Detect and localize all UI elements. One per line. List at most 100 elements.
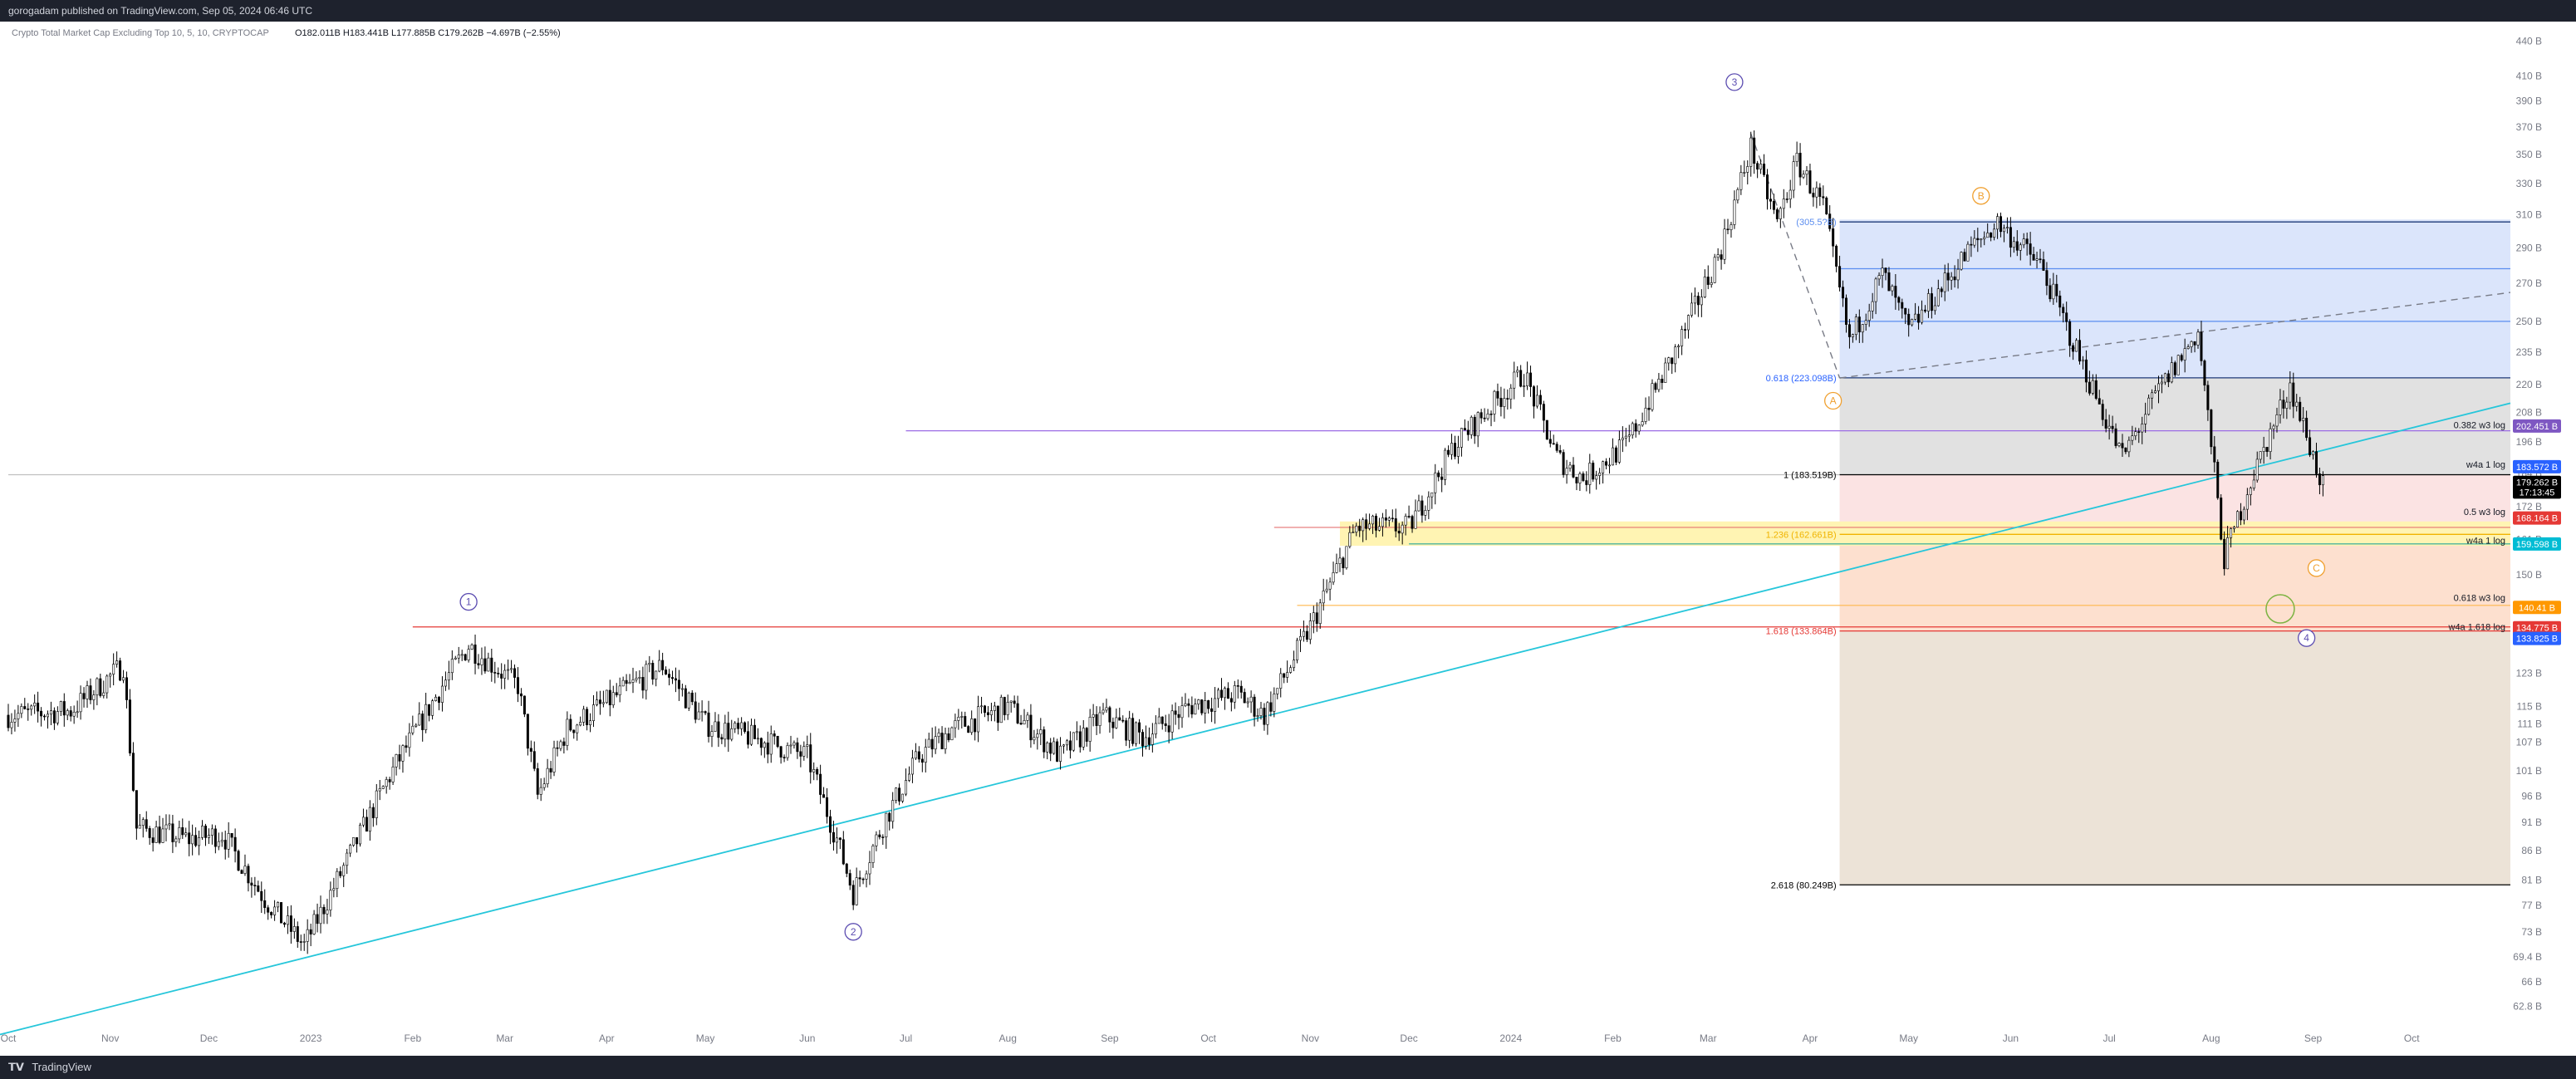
- candle-body: [1956, 268, 1960, 281]
- candle-body: [615, 692, 618, 695]
- candle-body: [1608, 464, 1612, 467]
- fib-label-0: (305.5?B): [1796, 218, 1836, 228]
- candle-body: [191, 835, 194, 845]
- candle-body: [822, 794, 826, 798]
- candle-body: [2265, 447, 2269, 452]
- price-tag-bg-5: [2513, 537, 2561, 551]
- candle-body: [1871, 301, 1874, 311]
- candle-body: [2292, 382, 2295, 407]
- candle-body: [1207, 700, 1210, 709]
- candle-body: [2193, 341, 2196, 346]
- candle-body: [1914, 313, 1917, 320]
- candle-body: [806, 744, 809, 747]
- candle-body: [1815, 187, 1818, 198]
- candle-body: [694, 701, 697, 720]
- price-tag-1: 183.572 B: [2516, 463, 2558, 473]
- candle-body: [1345, 546, 1348, 569]
- candle-body: [832, 831, 835, 843]
- candle-body: [1960, 252, 1963, 270]
- chart-area[interactable]: (305.5?B) 0.618 (223.098B) 1 (183.519B) 1.2…: [0, 22, 2576, 1056]
- zone-fib-tan: [1839, 630, 2510, 885]
- candle-body: [2151, 392, 2154, 399]
- candle-body: [1936, 288, 1940, 307]
- candle-body: [1763, 164, 1766, 175]
- candle-body: [1154, 723, 1157, 735]
- wave-circle-4: [1824, 391, 1842, 410]
- candle-body: [1706, 277, 1710, 285]
- candle-body: [1289, 667, 1293, 673]
- candle-body: [635, 678, 638, 680]
- candle-body: [43, 715, 47, 718]
- candle-body: [1381, 517, 1384, 527]
- candle-body: [1214, 698, 1217, 712]
- candle-body: [1276, 688, 1279, 694]
- candle-body: [204, 826, 207, 838]
- candle-body: [2072, 345, 2075, 352]
- candle-body: [52, 710, 56, 723]
- candle-body: [1098, 712, 1102, 726]
- candle-body: [753, 724, 756, 739]
- candle-body: [582, 709, 586, 723]
- candle-body: [398, 754, 401, 762]
- candle-body: [707, 712, 710, 737]
- candle-body: [155, 826, 158, 843]
- candle-body: [2255, 459, 2259, 481]
- candle-body: [174, 838, 178, 842]
- candle-body: [1279, 673, 1283, 689]
- candle-body: [1970, 243, 1973, 246]
- wave-circle-6: [2307, 559, 2326, 577]
- candle-body: [1993, 228, 1996, 238]
- candle-body: [1641, 421, 1644, 426]
- candle-body: [1891, 286, 1894, 292]
- candle-body: [809, 744, 812, 772]
- candle-body: [473, 645, 477, 665]
- candle-body: [2282, 400, 2285, 409]
- candle-body: [72, 711, 76, 717]
- candle-body: [2245, 494, 2249, 510]
- candle-body: [2166, 373, 2170, 383]
- candle-body: [1703, 277, 1706, 297]
- candle-body: [861, 878, 865, 880]
- price-tag-bg-7: [2513, 620, 2561, 635]
- candle-body: [674, 678, 677, 681]
- y-tick-26: 91 B: [2521, 817, 2542, 828]
- x-tick-18: Apr: [1803, 1032, 1818, 1044]
- candle-body: [1835, 245, 1838, 267]
- candle-body: [99, 678, 102, 696]
- candle-body: [1358, 525, 1362, 532]
- candle-body: [1266, 702, 1269, 725]
- candle-body: [503, 669, 507, 679]
- annotation-5: w4a 1.618 log: [2448, 623, 2506, 633]
- candle-body: [1634, 423, 1637, 432]
- candle-body: [1565, 468, 1568, 475]
- candle-body: [984, 705, 987, 714]
- x-tick-21: Jul: [2103, 1032, 2115, 1044]
- candle-body: [282, 922, 286, 925]
- candle-body: [1766, 174, 1769, 199]
- candle-body: [658, 660, 661, 672]
- candle-body: [572, 729, 576, 733]
- candle-body: [1983, 237, 1986, 239]
- publish-line: gorogadam published on TradingView.com, …: [8, 5, 313, 17]
- candle-body: [1085, 728, 1088, 742]
- wave-circle-3: [2297, 629, 2316, 647]
- candle-body: [970, 719, 974, 733]
- candle-body: [516, 677, 519, 694]
- candle-body: [487, 657, 490, 672]
- candle-body: [2141, 424, 2144, 433]
- candle-body: [737, 723, 740, 729]
- candle-body: [1611, 447, 1614, 466]
- candle-body: [2019, 244, 2022, 251]
- x-tick-19: May: [1899, 1032, 1918, 1044]
- candle-body: [579, 722, 582, 726]
- candle-body: [2210, 410, 2213, 448]
- candle-body: [1348, 532, 1352, 547]
- x-tick-5: Mar: [496, 1032, 513, 1044]
- candle-body: [1256, 715, 1259, 717]
- candle-body: [549, 768, 552, 772]
- candle-body: [122, 677, 125, 681]
- candle-body: [480, 658, 483, 665]
- candle-body: [168, 823, 171, 826]
- candle-body: [700, 711, 704, 713]
- candle-body: [2121, 443, 2124, 449]
